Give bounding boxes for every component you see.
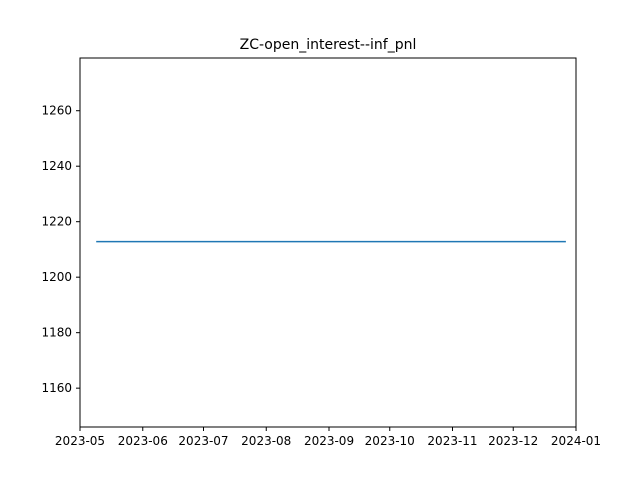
x-tick-label: 2023-12 — [488, 434, 538, 448]
y-tick-label: 1240 — [41, 159, 72, 173]
x-tick-label: 2023-11 — [427, 434, 477, 448]
x-axis: 2023-05 2023-06 2023-07 2023-08 2023-09 2023-… — [55, 427, 601, 448]
x-tick-label: 2023-06 — [118, 434, 168, 448]
x-tick-label: 2023-09 — [304, 434, 354, 448]
chart-title: ZC-open_interest--inf_pnl — [240, 37, 417, 53]
y-axis: 1160 1180 1200 1220 1240 1260 — [41, 104, 80, 395]
y-tick-label: 1160 — [41, 381, 72, 395]
y-tick-label: 1180 — [41, 326, 72, 340]
x-tick-label: 2023-05 — [55, 434, 105, 448]
x-tick-label: 2023-08 — [241, 434, 291, 448]
x-tick-label: 2023-10 — [365, 434, 415, 448]
x-tick-label: 2024-01 — [551, 434, 601, 448]
y-tick-label: 1200 — [41, 270, 72, 284]
y-tick-label: 1260 — [41, 104, 72, 118]
plot-frame — [79, 57, 577, 428]
y-tick-label: 1220 — [41, 215, 72, 229]
x-tick-label: 2023-07 — [178, 434, 228, 448]
